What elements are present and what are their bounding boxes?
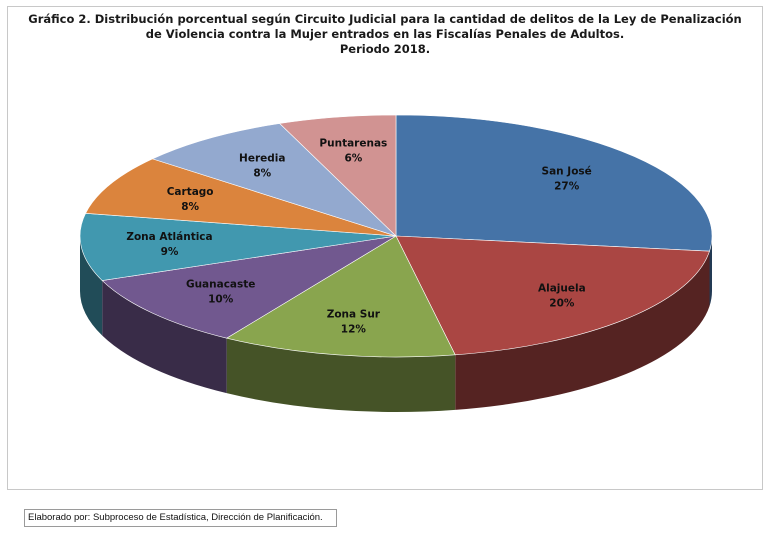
- pie-slice-heredia: [151, 123, 397, 237]
- pie-side-guanacaste: [102, 280, 227, 394]
- pie-slice-cartago: [85, 158, 397, 237]
- pie-slice-guanacaste: [101, 235, 397, 339]
- pie-slice-san-jose: [395, 114, 713, 252]
- slice-label-zona-sur: Zona Sur: [327, 309, 381, 321]
- pie-slice-puntarenas: [279, 114, 397, 237]
- slice-label-guanacaste: Guanacaste: [186, 279, 255, 291]
- footer-credit: Elaborado por: Subproceso de Estadística…: [24, 509, 337, 527]
- chart-title-line-3: Periodo 2018.: [339, 42, 431, 56]
- pie-labels: San José 27% Alajuela 20% Zona Sur 12% Guanaca…: [126, 137, 591, 335]
- slice-value-puntarenas: 6%: [344, 152, 362, 164]
- pie-side-zona-sur: [226, 338, 456, 412]
- pie-top-faces: [79, 114, 713, 358]
- slice-value-alajuela: 20%: [549, 298, 575, 310]
- chart-title: Gráfico 2. Distribución porcentual según…: [0, 12, 770, 57]
- slice-label-san-jose: San José: [542, 165, 592, 177]
- slice-label-heredia: Heredia: [239, 153, 285, 165]
- pie-side-zona-atlantica: [80, 236, 103, 336]
- chart-title-line-2: de Violencia contra la Mujer entrados en…: [145, 27, 625, 41]
- slice-value-guanacaste: 10%: [208, 294, 234, 306]
- slice-label-alajuela: Alajuela: [538, 283, 586, 295]
- slice-value-san-jose: 27%: [554, 180, 580, 192]
- slice-value-cartago: 8%: [181, 201, 199, 213]
- slice-value-zona-sur: 12%: [341, 324, 367, 336]
- slice-label-cartago: Cartago: [167, 186, 214, 198]
- slice-value-heredia: 8%: [253, 168, 271, 180]
- slice-value-zona-atlantica: 9%: [161, 246, 179, 258]
- chart-title-line-1: Gráfico 2. Distribución porcentual según…: [28, 12, 742, 26]
- pie-side-walls: [80, 236, 712, 412]
- pie-side-san-jose: [709, 236, 712, 307]
- pie-side-alajuela: [455, 251, 710, 410]
- slice-label-zona-atlantica: Zona Atlántica: [126, 231, 212, 243]
- pie-slice-zona-atlantica: [79, 213, 397, 281]
- slice-label-puntarenas: Puntarenas: [319, 137, 387, 149]
- pie-slice-alajuela: [395, 235, 710, 356]
- pie-slice-zona-sur: [225, 235, 456, 358]
